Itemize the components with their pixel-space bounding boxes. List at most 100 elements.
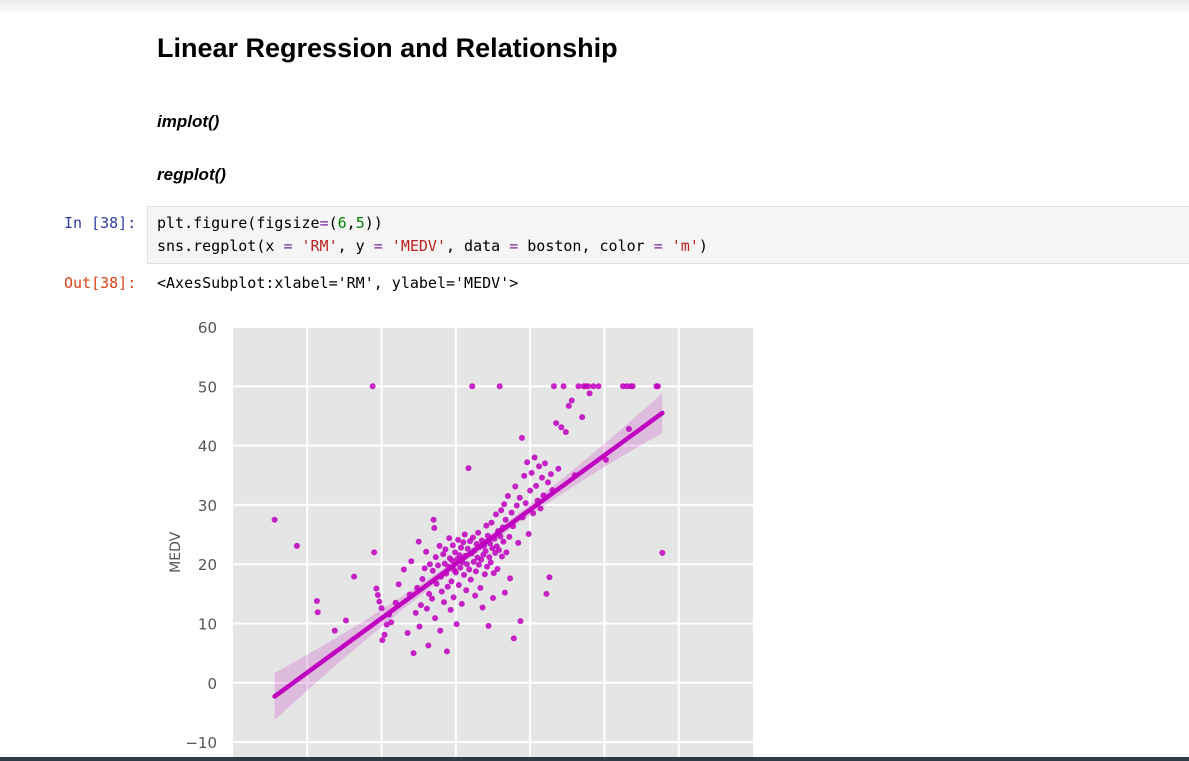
y-tick-label: 50: [198, 378, 217, 396]
scatter-point: [423, 548, 430, 555]
scatter-point: [313, 597, 320, 604]
code-line-2[interactable]: sns.regplot(x = 'RM', y = 'MEDV', data =…: [157, 237, 708, 255]
scatter-point: [469, 383, 476, 390]
scatter-point: [458, 600, 465, 607]
scatter-point: [449, 557, 456, 564]
scatter-point: [501, 501, 508, 508]
scatter-point: [472, 592, 479, 599]
output-text: <AxesSubplot:xlabel='RM', ylabel='MEDV'>: [157, 274, 519, 292]
scatter-point: [531, 454, 538, 461]
scatter-point: [446, 535, 453, 542]
scatter-point: [461, 531, 468, 538]
scatter-point: [426, 561, 433, 568]
scatter-point: [433, 580, 440, 587]
section-heading: Linear Regression and Relationship: [157, 33, 618, 63]
scatter-point: [512, 483, 519, 490]
scatter-point: [595, 383, 602, 390]
scatter-point: [498, 507, 505, 514]
scatter-point: [453, 621, 460, 628]
scatter-point: [496, 383, 503, 390]
scatter-point: [447, 606, 454, 613]
y-axis-label: MEDV: [168, 531, 184, 572]
y-tick-label: 10: [198, 616, 217, 634]
scatter-point: [293, 542, 300, 549]
scatter-point: [383, 621, 390, 628]
scatter-point: [536, 463, 543, 470]
scatter-point: [376, 598, 383, 605]
scatter-point: [555, 465, 562, 472]
scatter-point: [271, 516, 278, 523]
scatter-point: [568, 397, 575, 404]
scatter-point: [436, 542, 443, 549]
scatter-point: [527, 487, 534, 494]
scatter-point: [483, 522, 490, 529]
scatter-point: [550, 383, 557, 390]
scatter-point: [469, 534, 476, 541]
plot-background: [233, 327, 753, 757]
scatter-point: [431, 525, 438, 532]
scatter-point: [539, 474, 546, 481]
scatter-point: [470, 558, 477, 565]
scatter-point: [438, 588, 445, 595]
scatter-point: [477, 584, 484, 591]
scatter-point: [429, 595, 436, 602]
scatter-point: [440, 551, 447, 558]
scatter-point: [546, 574, 553, 581]
code-cell[interactable]: [147, 206, 1189, 264]
scatter-point: [602, 456, 609, 463]
scatter-point: [542, 460, 548, 467]
y-tick-label: 30: [198, 497, 217, 515]
y-tick-label: 0: [207, 675, 217, 693]
scatter-point: [504, 493, 511, 500]
scatter-point: [475, 561, 482, 568]
output-prompt: Out[38]:: [64, 274, 137, 292]
scatter-points: [271, 383, 666, 657]
scatter-point: [458, 544, 465, 551]
scatter-point: [440, 599, 447, 606]
scatter-point: [625, 425, 632, 432]
scatter-point: [430, 516, 437, 523]
scatter-point: [452, 549, 459, 556]
scatter-point: [506, 533, 513, 540]
scatter-point: [379, 637, 386, 644]
scatter-point: [490, 595, 496, 602]
scatter-point: [456, 552, 463, 559]
scatter-point: [400, 566, 407, 573]
scatter-point: [498, 553, 505, 560]
scatter-point: [659, 549, 666, 556]
scatter-point: [560, 383, 567, 390]
scatter-point: [485, 622, 492, 629]
scatter-point: [517, 618, 524, 625]
scatter-point: [544, 479, 551, 486]
scatter-point: [585, 383, 592, 390]
scatter-point: [423, 605, 430, 612]
scatter-point: [553, 420, 560, 427]
scatter-point: [449, 542, 456, 549]
scatter-point: [558, 424, 565, 431]
scatter-point: [448, 578, 455, 585]
scatter-point: [524, 459, 531, 466]
scatter-point: [314, 609, 321, 616]
scatter-point: [590, 383, 597, 390]
subheading-implot: implot(): [157, 112, 220, 131]
scatter-point: [507, 575, 514, 582]
scatter-point: [373, 585, 380, 592]
scatter-point: [508, 509, 515, 516]
scatter-point: [530, 510, 537, 517]
scatter-point: [516, 494, 523, 501]
scatter-point: [412, 609, 419, 616]
scatter-point: [484, 563, 491, 570]
scatter-point: [490, 570, 497, 577]
subheading-regplot: regplot(): [157, 165, 226, 184]
scatter-point: [342, 617, 349, 624]
scatter-point: [425, 642, 432, 649]
scatter-point: [331, 627, 338, 634]
scatter-point: [547, 471, 554, 478]
scatter-point: [426, 590, 433, 597]
code-line-1[interactable]: plt.figure(figsize=(6,5)): [157, 214, 383, 232]
scatter-point: [521, 472, 528, 479]
input-prompt: In [38]:: [64, 214, 137, 232]
scatter-point: [351, 573, 358, 580]
scatter-point: [388, 619, 395, 626]
scatter-point: [455, 581, 462, 588]
